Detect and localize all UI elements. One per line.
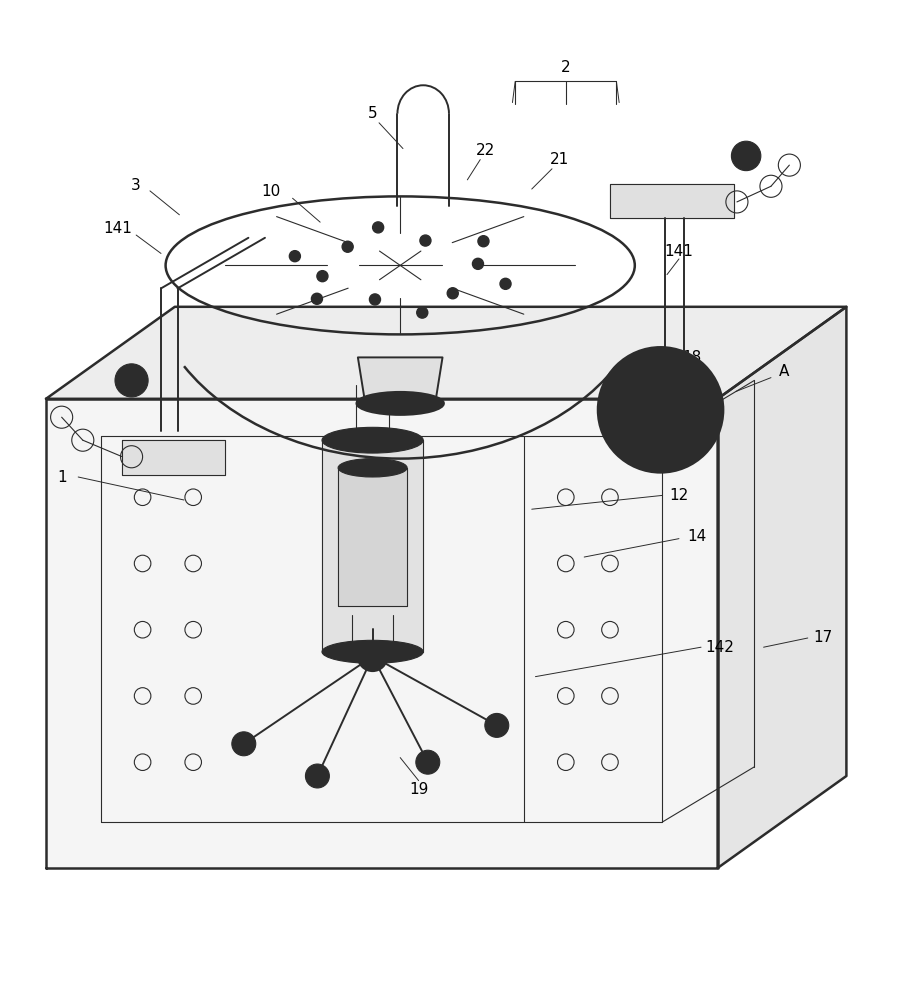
Text: 12: 12 — [669, 488, 687, 503]
Circle shape — [305, 764, 329, 788]
Circle shape — [740, 150, 751, 161]
Bar — [637, 417, 685, 437]
Text: 5: 5 — [368, 106, 377, 121]
Circle shape — [316, 271, 327, 282]
Polygon shape — [357, 357, 442, 403]
Text: 21: 21 — [550, 152, 568, 167]
Bar — [637, 394, 685, 414]
Circle shape — [731, 141, 760, 171]
Circle shape — [289, 251, 301, 262]
Text: 1: 1 — [58, 470, 67, 485]
Text: 3: 3 — [131, 178, 141, 193]
Circle shape — [484, 713, 508, 737]
Text: 19: 19 — [408, 782, 428, 797]
Polygon shape — [46, 399, 717, 868]
Text: 141: 141 — [103, 221, 132, 236]
Circle shape — [312, 293, 323, 304]
Circle shape — [232, 732, 255, 756]
Circle shape — [125, 374, 138, 387]
Polygon shape — [609, 184, 733, 218]
Circle shape — [115, 364, 148, 397]
Polygon shape — [322, 440, 423, 652]
Ellipse shape — [357, 392, 444, 415]
Polygon shape — [338, 468, 407, 606]
Circle shape — [499, 278, 510, 289]
Text: 2: 2 — [561, 60, 570, 75]
Circle shape — [372, 222, 383, 233]
Text: 22: 22 — [476, 143, 494, 158]
Ellipse shape — [322, 640, 423, 663]
Text: 18: 18 — [682, 350, 700, 365]
Circle shape — [416, 307, 427, 318]
Circle shape — [477, 236, 488, 247]
Text: 17: 17 — [813, 630, 832, 646]
Circle shape — [472, 258, 483, 269]
Text: 14: 14 — [687, 529, 706, 544]
Circle shape — [597, 347, 722, 472]
Circle shape — [357, 642, 387, 671]
Ellipse shape — [338, 459, 407, 477]
Polygon shape — [46, 307, 845, 399]
Text: 142: 142 — [704, 640, 733, 655]
Polygon shape — [122, 440, 225, 475]
Text: 141: 141 — [664, 244, 693, 259]
Polygon shape — [717, 307, 845, 868]
Text: A: A — [777, 364, 789, 379]
Circle shape — [447, 288, 458, 299]
Text: 10: 10 — [262, 184, 280, 199]
Circle shape — [369, 294, 380, 305]
Circle shape — [342, 241, 353, 252]
Circle shape — [415, 750, 439, 774]
Ellipse shape — [322, 427, 423, 453]
Circle shape — [419, 235, 430, 246]
